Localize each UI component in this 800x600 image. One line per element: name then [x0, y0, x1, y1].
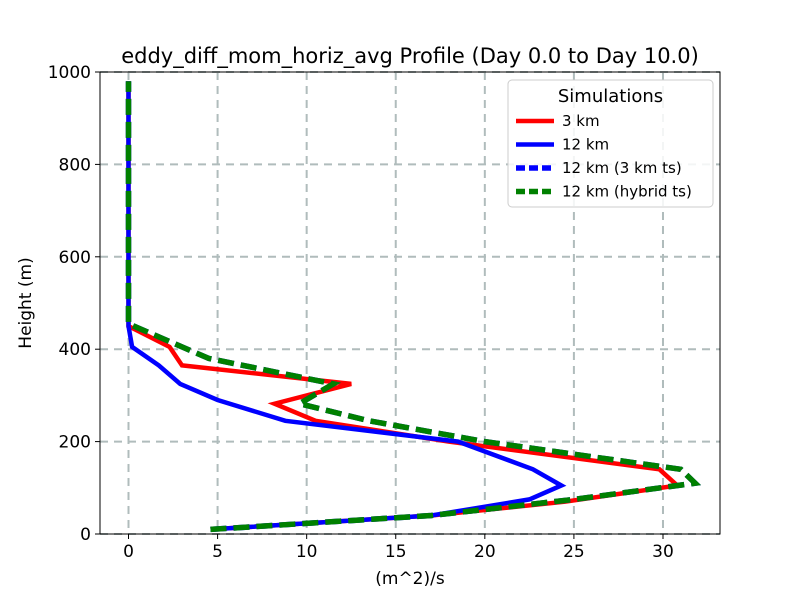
- x-tick-label: 15: [385, 542, 407, 562]
- y-tick-label: 600: [59, 248, 91, 268]
- legend-label: 12 km (3 km ts): [562, 159, 682, 177]
- legend: Simulations 3 km 12 km 12 km (3 km ts) 12 k…: [507, 79, 714, 208]
- legend-label: 3 km: [562, 112, 600, 130]
- x-tick-label: 25: [563, 542, 585, 562]
- legend-title: Simulations: [558, 86, 663, 107]
- y-tick-label: 200: [59, 433, 91, 453]
- axis-ticks: 0 5 10 15 20 25 30 0 200 400 600 800 1000: [48, 63, 674, 562]
- series-line: [126, 81, 567, 532]
- x-tick-label: 10: [296, 542, 318, 562]
- legend-label: 12 km: [562, 136, 609, 154]
- legend-box: [507, 79, 714, 208]
- series-lines: [125, 81, 702, 533]
- chart-title: eddy_diff_mom_horiz_avg Profile (Day 0.0…: [121, 44, 699, 69]
- legend-label: 12 km (hybrid ts): [562, 183, 692, 201]
- x-axis-label: (m^2)/s: [375, 569, 445, 589]
- x-tick-label: 0: [123, 542, 134, 562]
- y-tick-label: 0: [80, 525, 91, 545]
- legend-items: 3 km 12 km 12 km (3 km ts) 12 km (hybrid ts…: [516, 112, 692, 201]
- x-tick-label: 5: [212, 542, 223, 562]
- y-tick-label: 1000: [48, 63, 91, 83]
- y-tick-label: 800: [59, 155, 91, 175]
- y-tick-label: 400: [59, 340, 91, 360]
- x-tick-label: 20: [474, 542, 496, 562]
- y-axis-label: Height (m): [16, 257, 36, 348]
- plot-frame: [99, 71, 721, 535]
- series-line: [125, 81, 702, 533]
- x-tick-label: 30: [652, 542, 674, 562]
